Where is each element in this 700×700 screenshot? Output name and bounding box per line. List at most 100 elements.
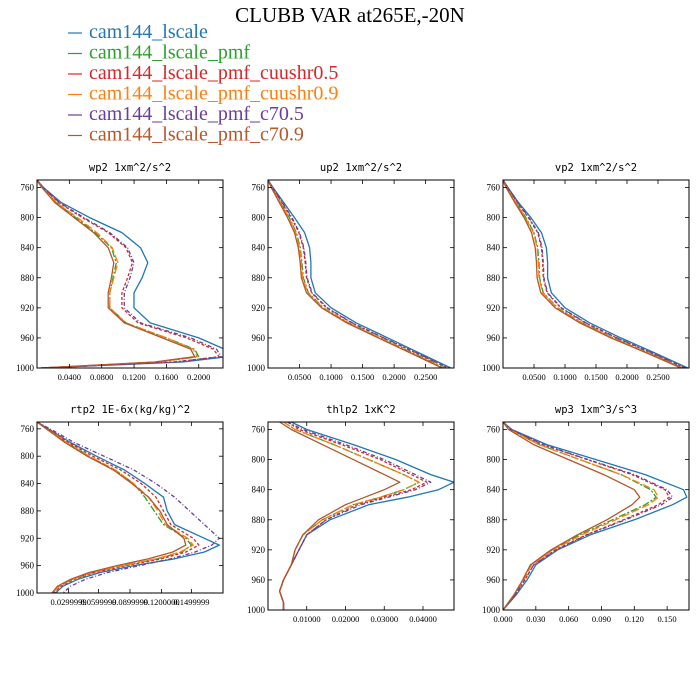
plot-frame: [267, 179, 455, 369]
y-tick-label: 760: [487, 183, 501, 193]
series-line: [268, 180, 449, 368]
y-tick-label: 1000: [247, 605, 266, 615]
y-tick-label: 920: [252, 545, 266, 555]
series-line: [268, 180, 443, 368]
plot-frame: [267, 421, 455, 611]
x-tick-label: 0.060: [559, 614, 578, 624]
legend-label: cam144_lscale_pmf_c70.5: [89, 103, 304, 125]
series-group: [503, 180, 689, 368]
panels: wp2 1xm^2/s^2 760 800 840 880 920 960 1000 0.040…: [16, 162, 690, 624]
series-line: [503, 422, 674, 610]
panel-4: rtp2 1E-6x(kg/kg)^2 760 800 840 880 920 960 100…: [16, 404, 224, 607]
x-tick-label: 0.0500: [288, 372, 311, 382]
series-line: [503, 180, 682, 368]
legend: cam144_lscalecam144_lscale_pmfcam144_lsc…: [68, 21, 338, 146]
y-tick-label: 840: [487, 243, 501, 253]
legend-label: cam144_lscale_pmf_c70.9: [89, 124, 304, 146]
legend-item: cam144_lscale_pmf: [68, 42, 250, 64]
x-tick-label: 0.1000: [319, 372, 342, 382]
x-tick-label: 0.1600: [155, 372, 178, 382]
y-tick-label: 960: [487, 575, 501, 585]
y-tick-label: 800: [252, 455, 266, 465]
series-line: [37, 422, 220, 593]
series-group: [278, 422, 454, 610]
y-tick-label: 840: [252, 485, 266, 495]
series-line: [37, 180, 223, 368]
legend-label: cam144_lscale_pmf: [89, 42, 250, 64]
y-tick-label: 880: [487, 273, 501, 283]
series-line: [503, 422, 670, 610]
y-tick-label: 1000: [482, 363, 501, 373]
x-tick-label: 0.090: [592, 614, 611, 624]
x-tick-label: 0.2000: [187, 372, 210, 382]
series-line: [37, 180, 223, 368]
x-tick-label: 0.1500: [584, 372, 607, 382]
panel-title: wp2 1xm^2/s^2: [89, 162, 171, 174]
legend-item: cam144_lscale_pmf_cuushr0.5: [68, 62, 338, 84]
y-tick-label: 920: [21, 303, 35, 313]
y-tick-label: 960: [487, 333, 501, 343]
x-tick-label: 0.1499999: [173, 597, 209, 607]
x-tick-label: 0.1500: [351, 372, 374, 382]
y-tick-label: 840: [252, 243, 266, 253]
x-tick-label: 0.000: [493, 614, 512, 624]
y-tick-label: 960: [21, 561, 35, 571]
x-tick-label: 0.02000: [332, 614, 360, 624]
series-line: [503, 180, 684, 368]
panel-6: wp3 1xm^3/s^3 760 800 840 880 920 960 10000.000…: [482, 404, 690, 624]
series-line: [278, 422, 428, 610]
series-line: [268, 180, 445, 368]
series-line: [503, 180, 685, 368]
x-tick-label: 0.1200: [122, 372, 145, 382]
legend-label: cam144_lscale_pmf_cuushr0.5: [89, 62, 338, 84]
figure-title: CLUBB VAR at265E,-20N: [235, 3, 465, 27]
series-line: [278, 422, 420, 610]
series-line: [503, 180, 689, 368]
legend-item: cam144_lscale_pmf_cuushr0.9: [68, 83, 338, 105]
y-tick-label: 760: [21, 424, 35, 434]
series-line: [503, 422, 660, 610]
y-tick-label: 880: [21, 273, 35, 283]
y-tick-label: 800: [487, 213, 501, 223]
x-tick-label: 0.0599999: [80, 597, 116, 607]
y-tick-label: 760: [487, 425, 501, 435]
panel-1: wp2 1xm^2/s^2 760 800 840 880 920 960 1000 0.040…: [16, 162, 224, 382]
series-line: [268, 180, 452, 368]
series-line: [37, 180, 200, 368]
series-line: [278, 422, 420, 610]
y-tick-label: 840: [487, 485, 501, 495]
y-tick-label: 880: [252, 515, 266, 525]
legend-item: cam144_lscale: [68, 21, 208, 43]
y-tick-label: 840: [21, 479, 35, 489]
panel-title: up2 1xm^2/s^2: [320, 162, 402, 174]
y-tick-label: 800: [487, 455, 501, 465]
plot-frame: [36, 179, 224, 369]
series-line: [503, 422, 688, 610]
series-line: [268, 180, 448, 368]
series-line: [37, 422, 193, 593]
series-line: [37, 422, 194, 593]
x-tick-label: 0.150: [658, 614, 677, 624]
series-group: [503, 422, 688, 610]
series-line: [37, 422, 200, 593]
panel-title: wp3 1xm^3/s^3: [555, 404, 637, 416]
series-group: [268, 180, 452, 368]
y-tick-label: 760: [252, 183, 266, 193]
x-tick-label: 0.0299999: [51, 597, 87, 607]
plot-frame: [36, 421, 224, 594]
y-tick-label: 1000: [16, 363, 35, 373]
y-tick-label: 1000: [16, 588, 35, 598]
x-tick-label: 0.1000: [553, 372, 576, 382]
series-group: [37, 422, 220, 593]
panel-title: vp2 1xm^2/s^2: [555, 162, 637, 174]
legend-label: cam144_lscale: [89, 21, 208, 43]
panel-title: thlp2 1xK^2: [326, 404, 396, 416]
series-line: [503, 180, 686, 368]
y-tick-label: 800: [21, 451, 35, 461]
x-tick-label: 0.2000: [615, 372, 638, 382]
series-group: [37, 180, 223, 368]
series-line: [503, 422, 641, 610]
x-tick-label: 0.0899999: [112, 597, 148, 607]
x-tick-label: 0.030: [526, 614, 545, 624]
